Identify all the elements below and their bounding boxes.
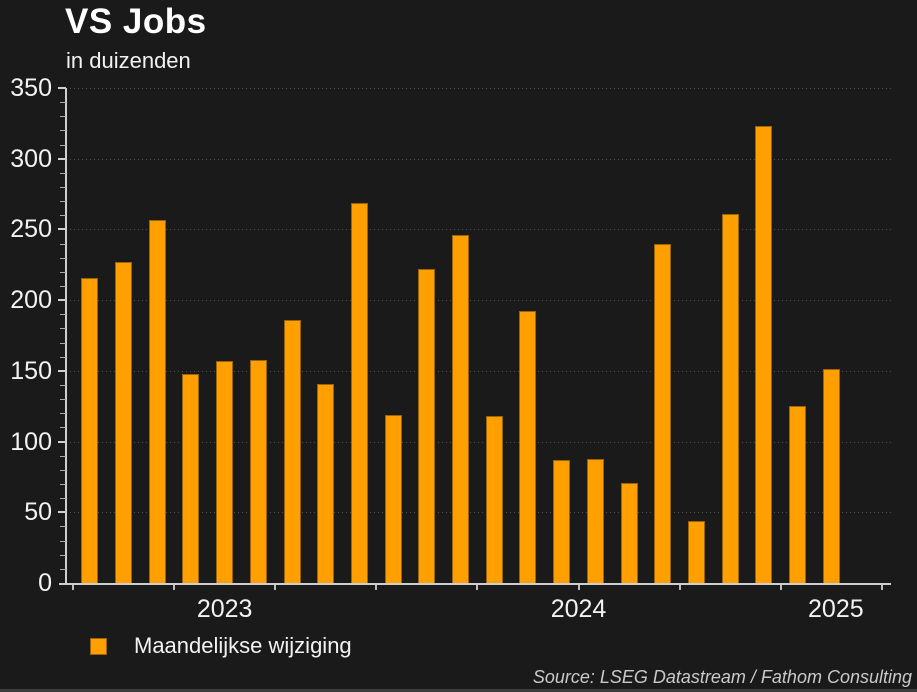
y-minor-tick-310 xyxy=(60,144,66,146)
y-minor-tick-280 xyxy=(60,187,66,188)
y-minor-tick-230 xyxy=(60,257,66,259)
x-quarter-tick-6 xyxy=(274,585,277,590)
y-minor-tick-160 xyxy=(60,356,66,358)
y-major-tick-100 xyxy=(58,440,66,443)
y-major-tick-250 xyxy=(58,228,66,231)
y-minor-tick-190 xyxy=(60,314,66,316)
bar-2024-12 xyxy=(755,126,773,583)
bar-2025-01 xyxy=(789,406,807,583)
y-minor-tick-60 xyxy=(60,498,66,500)
y-minor-tick-120 xyxy=(60,413,66,415)
y-major-tick-200 xyxy=(58,299,66,302)
bar-2023-04 xyxy=(81,277,99,583)
y-major-tick-50 xyxy=(58,511,66,514)
bar-2024-08 xyxy=(620,482,638,583)
bar-2024-04 xyxy=(485,416,503,583)
y-minor-tick-140 xyxy=(60,385,66,386)
y-minor-tick-270 xyxy=(60,201,66,203)
y-axis-label-150: 150 xyxy=(10,356,52,385)
x-quarter-tick-3 xyxy=(173,585,176,590)
x-quarter-tick-9 xyxy=(375,585,378,590)
bar-2024-05 xyxy=(519,311,537,583)
y-minor-tick-290 xyxy=(60,172,66,174)
y-minor-tick-130 xyxy=(60,399,66,401)
y-axis-label-350: 350 xyxy=(10,74,52,102)
bar-2024-01 xyxy=(384,414,402,583)
y-minor-tick-30 xyxy=(60,540,66,542)
bar-2023-10 xyxy=(283,319,301,583)
bar-2023-07 xyxy=(182,373,200,583)
y-axis-line xyxy=(65,88,67,585)
x-quarter-tick-15 xyxy=(577,585,580,590)
y-major-tick-300 xyxy=(58,157,66,160)
x-quarter-tick-18 xyxy=(678,585,681,590)
y-minor-tick-170 xyxy=(60,342,66,344)
y-minor-tick-90 xyxy=(60,455,66,457)
y-axis-label-200: 200 xyxy=(10,286,52,315)
bar-2024-10 xyxy=(687,520,705,583)
y-minor-tick-240 xyxy=(60,243,66,245)
bar-2024-02 xyxy=(418,269,436,583)
bar-2024-11 xyxy=(721,213,739,583)
gridline-200 xyxy=(66,300,891,302)
bar-2024-03 xyxy=(452,235,470,583)
source-text: Source: LSEG Datastream / Fathom Consult… xyxy=(532,667,912,687)
x-quarter-tick-12 xyxy=(476,585,479,590)
legend-swatch xyxy=(90,637,107,655)
y-minor-tick-70 xyxy=(60,484,66,485)
y-minor-tick-210 xyxy=(60,286,66,287)
y-minor-tick-180 xyxy=(60,328,66,330)
legend: Maandelijkse wijziging xyxy=(90,633,352,659)
gridline-250 xyxy=(66,229,891,231)
y-minor-tick-340 xyxy=(60,102,66,104)
chart-subtitle: in duizenden xyxy=(66,48,191,73)
y-minor-tick-10 xyxy=(60,568,66,570)
y-minor-tick-260 xyxy=(60,215,66,217)
bar-2023-11 xyxy=(317,383,335,583)
bar-2023-05 xyxy=(115,261,133,583)
gridline-300 xyxy=(66,158,891,160)
bar-2023-06 xyxy=(148,219,166,583)
y-minor-tick-40 xyxy=(60,526,66,528)
y-major-tick-150 xyxy=(58,369,66,372)
bar-2024-06 xyxy=(553,459,571,583)
chart-title: VS Jobs xyxy=(65,2,207,41)
x-year-label-2023: 2023 xyxy=(196,595,253,623)
x-quarter-tick-0 xyxy=(72,585,74,590)
gridline-100 xyxy=(66,441,891,443)
bar-2024-09 xyxy=(654,243,672,583)
y-minor-tick-320 xyxy=(60,130,66,132)
bar-2023-12 xyxy=(350,202,368,583)
x-year-label-2024: 2024 xyxy=(550,595,607,623)
gridline-150 xyxy=(66,370,891,372)
y-axis-label-50: 50 xyxy=(24,498,52,527)
y-axis-label-250: 250 xyxy=(10,215,52,244)
gridline-50 xyxy=(66,512,891,514)
y-minor-tick-20 xyxy=(60,554,66,556)
y-minor-tick-330 xyxy=(60,116,66,118)
y-major-tick-350 xyxy=(58,87,66,89)
x-quarter-tick-21 xyxy=(779,585,782,590)
x-year-label-2025: 2025 xyxy=(808,595,864,623)
legend-label: Maandelijkse wijziging xyxy=(134,633,352,658)
y-axis-label-100: 100 xyxy=(10,427,52,456)
y-axis-label-300: 300 xyxy=(10,144,52,173)
x-quarter-tick-24 xyxy=(880,585,883,590)
bottom-edge-strip xyxy=(0,689,917,692)
y-axis-label-0: 0 xyxy=(38,569,52,597)
x-axis-line xyxy=(59,583,891,585)
bar-2024-07 xyxy=(586,458,604,583)
bar-2025-02 xyxy=(822,369,840,583)
y-minor-tick-220 xyxy=(60,271,66,273)
bar-2023-09 xyxy=(249,359,267,583)
gridline-350 xyxy=(66,88,891,89)
plot-area xyxy=(66,88,891,583)
y-minor-tick-110 xyxy=(60,427,66,429)
bar-2023-08 xyxy=(216,360,234,583)
y-minor-tick-80 xyxy=(60,469,66,471)
